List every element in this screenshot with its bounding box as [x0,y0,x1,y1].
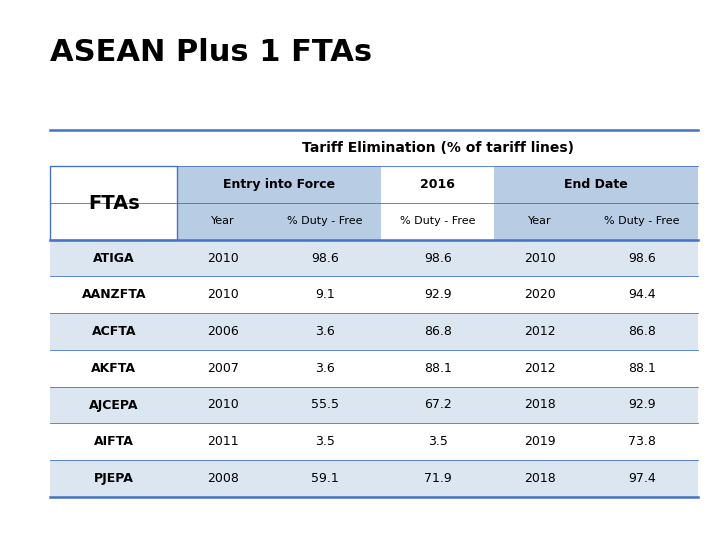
Text: 67.2: 67.2 [424,399,451,411]
Text: 3.6: 3.6 [315,325,335,338]
Text: ACFTA: ACFTA [91,325,136,338]
Text: 2006: 2006 [207,325,239,338]
Text: 73.8: 73.8 [628,435,656,448]
Text: 2011: 2011 [207,435,239,448]
Text: 2012: 2012 [524,325,556,338]
Text: 88.1: 88.1 [424,362,451,375]
Text: % Duty - Free: % Duty - Free [400,217,475,226]
Text: 2008: 2008 [207,472,239,485]
Text: % Duty - Free: % Duty - Free [604,217,680,226]
Text: 86.8: 86.8 [424,325,451,338]
Text: 88.1: 88.1 [628,362,656,375]
Text: 3.5: 3.5 [315,435,335,448]
Text: 55.5: 55.5 [311,399,339,411]
Text: 2018: 2018 [524,472,556,485]
Text: 2007: 2007 [207,362,239,375]
Text: AANZFTA: AANZFTA [81,288,146,301]
Text: Year: Year [528,217,552,226]
Text: 2019: 2019 [524,435,556,448]
Text: 2020: 2020 [524,288,556,301]
Text: 98.6: 98.6 [424,252,451,265]
Text: ATIGA: ATIGA [93,252,135,265]
Text: % Duty - Free: % Duty - Free [287,217,363,226]
Text: 92.9: 92.9 [424,288,451,301]
Text: 2010: 2010 [207,399,239,411]
Text: Entry into Force: Entry into Force [223,178,336,191]
Text: AJCEPA: AJCEPA [89,399,138,411]
Text: 3.6: 3.6 [315,362,335,375]
Text: 2010: 2010 [207,288,239,301]
Text: 2010: 2010 [207,252,239,265]
Text: 98.6: 98.6 [628,252,656,265]
Text: AKFTA: AKFTA [91,362,136,375]
Text: 2012: 2012 [524,362,556,375]
Text: 71.9: 71.9 [424,472,451,485]
Text: 97.4: 97.4 [628,472,656,485]
Text: 98.6: 98.6 [311,252,339,265]
Text: 3.5: 3.5 [428,435,448,448]
Text: 2016: 2016 [420,178,455,191]
Text: ASEAN Plus 1 FTAs: ASEAN Plus 1 FTAs [50,38,372,67]
Text: FTAs: FTAs [88,193,140,213]
Text: Year: Year [211,217,235,226]
Text: 94.4: 94.4 [629,288,656,301]
Text: Tariff Elimination (% of tariff lines): Tariff Elimination (% of tariff lines) [302,141,574,155]
Text: 2018: 2018 [524,399,556,411]
Text: 2010: 2010 [524,252,556,265]
Text: AIFTA: AIFTA [94,435,134,448]
Text: 9.1: 9.1 [315,288,335,301]
Text: End Date: End Date [564,178,628,191]
Text: PJEPA: PJEPA [94,472,134,485]
Text: 86.8: 86.8 [628,325,656,338]
Text: 92.9: 92.9 [629,399,656,411]
Text: 59.1: 59.1 [311,472,339,485]
